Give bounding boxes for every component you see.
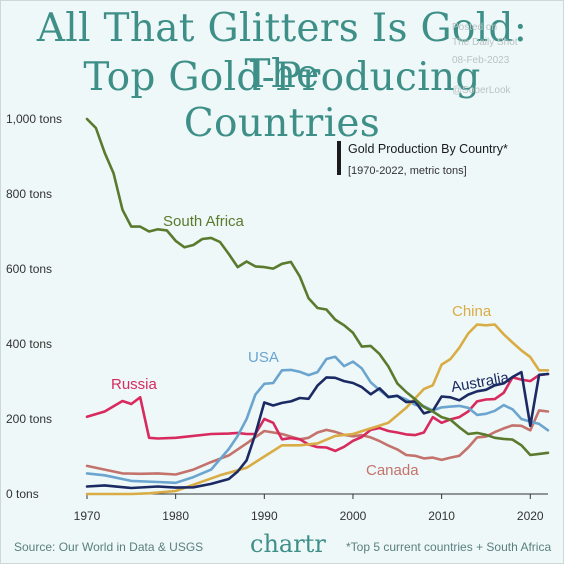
watermark-line2: The Daily Shot [452, 37, 518, 48]
x-tick-label: 2020 [517, 509, 544, 523]
y-tick-label: 400 tons [6, 337, 52, 351]
y-tick-label: 600 tons [6, 262, 52, 276]
chart-title-line2: Top Gold-Producing Countries [83, 55, 481, 146]
y-tick-label: 200 tons [6, 412, 52, 426]
footnote: *Top 5 current countries + South Africa [346, 540, 552, 554]
series-line-china [85, 323, 550, 496]
x-tick-label: 2010 [428, 509, 455, 523]
legend-subtitle: [1970-2022, metric tons] [348, 165, 467, 177]
brand-logo: chartr [250, 530, 326, 558]
x-tick-label: 1970 [74, 509, 101, 523]
source-note: Source: Our World in Data & USGS [14, 540, 204, 554]
chart-title-line1: All That Glitters Is Gold: The [36, 6, 528, 97]
series-label-canada: Canada [366, 462, 419, 479]
series-label-south-africa: South Africa [163, 213, 245, 230]
series-label-china: China [452, 303, 492, 320]
y-tick-label: 800 tons [6, 187, 52, 201]
watermark-line4: @SoberLook [452, 85, 511, 96]
legend-bar [337, 141, 341, 175]
x-tick-label: 2000 [340, 509, 367, 523]
legend-title: Gold Production By Country* [348, 142, 508, 156]
series-label-russia: Russia [111, 376, 158, 393]
series-line-usa [85, 355, 550, 485]
series-line-russia [85, 372, 550, 453]
series-line-south-africa [85, 117, 550, 457]
y-tick-label: 1,000 tons [6, 112, 62, 126]
y-tick-label: 0 tons [6, 487, 39, 501]
series-label-usa: USA [248, 349, 279, 366]
x-tick-label: 1980 [162, 509, 189, 523]
watermark-line1: Posted on [452, 22, 498, 33]
x-tick-label: 1990 [251, 509, 278, 523]
series-line-australia [85, 370, 550, 490]
watermark-line3: 08-Feb-2023 [452, 55, 510, 66]
